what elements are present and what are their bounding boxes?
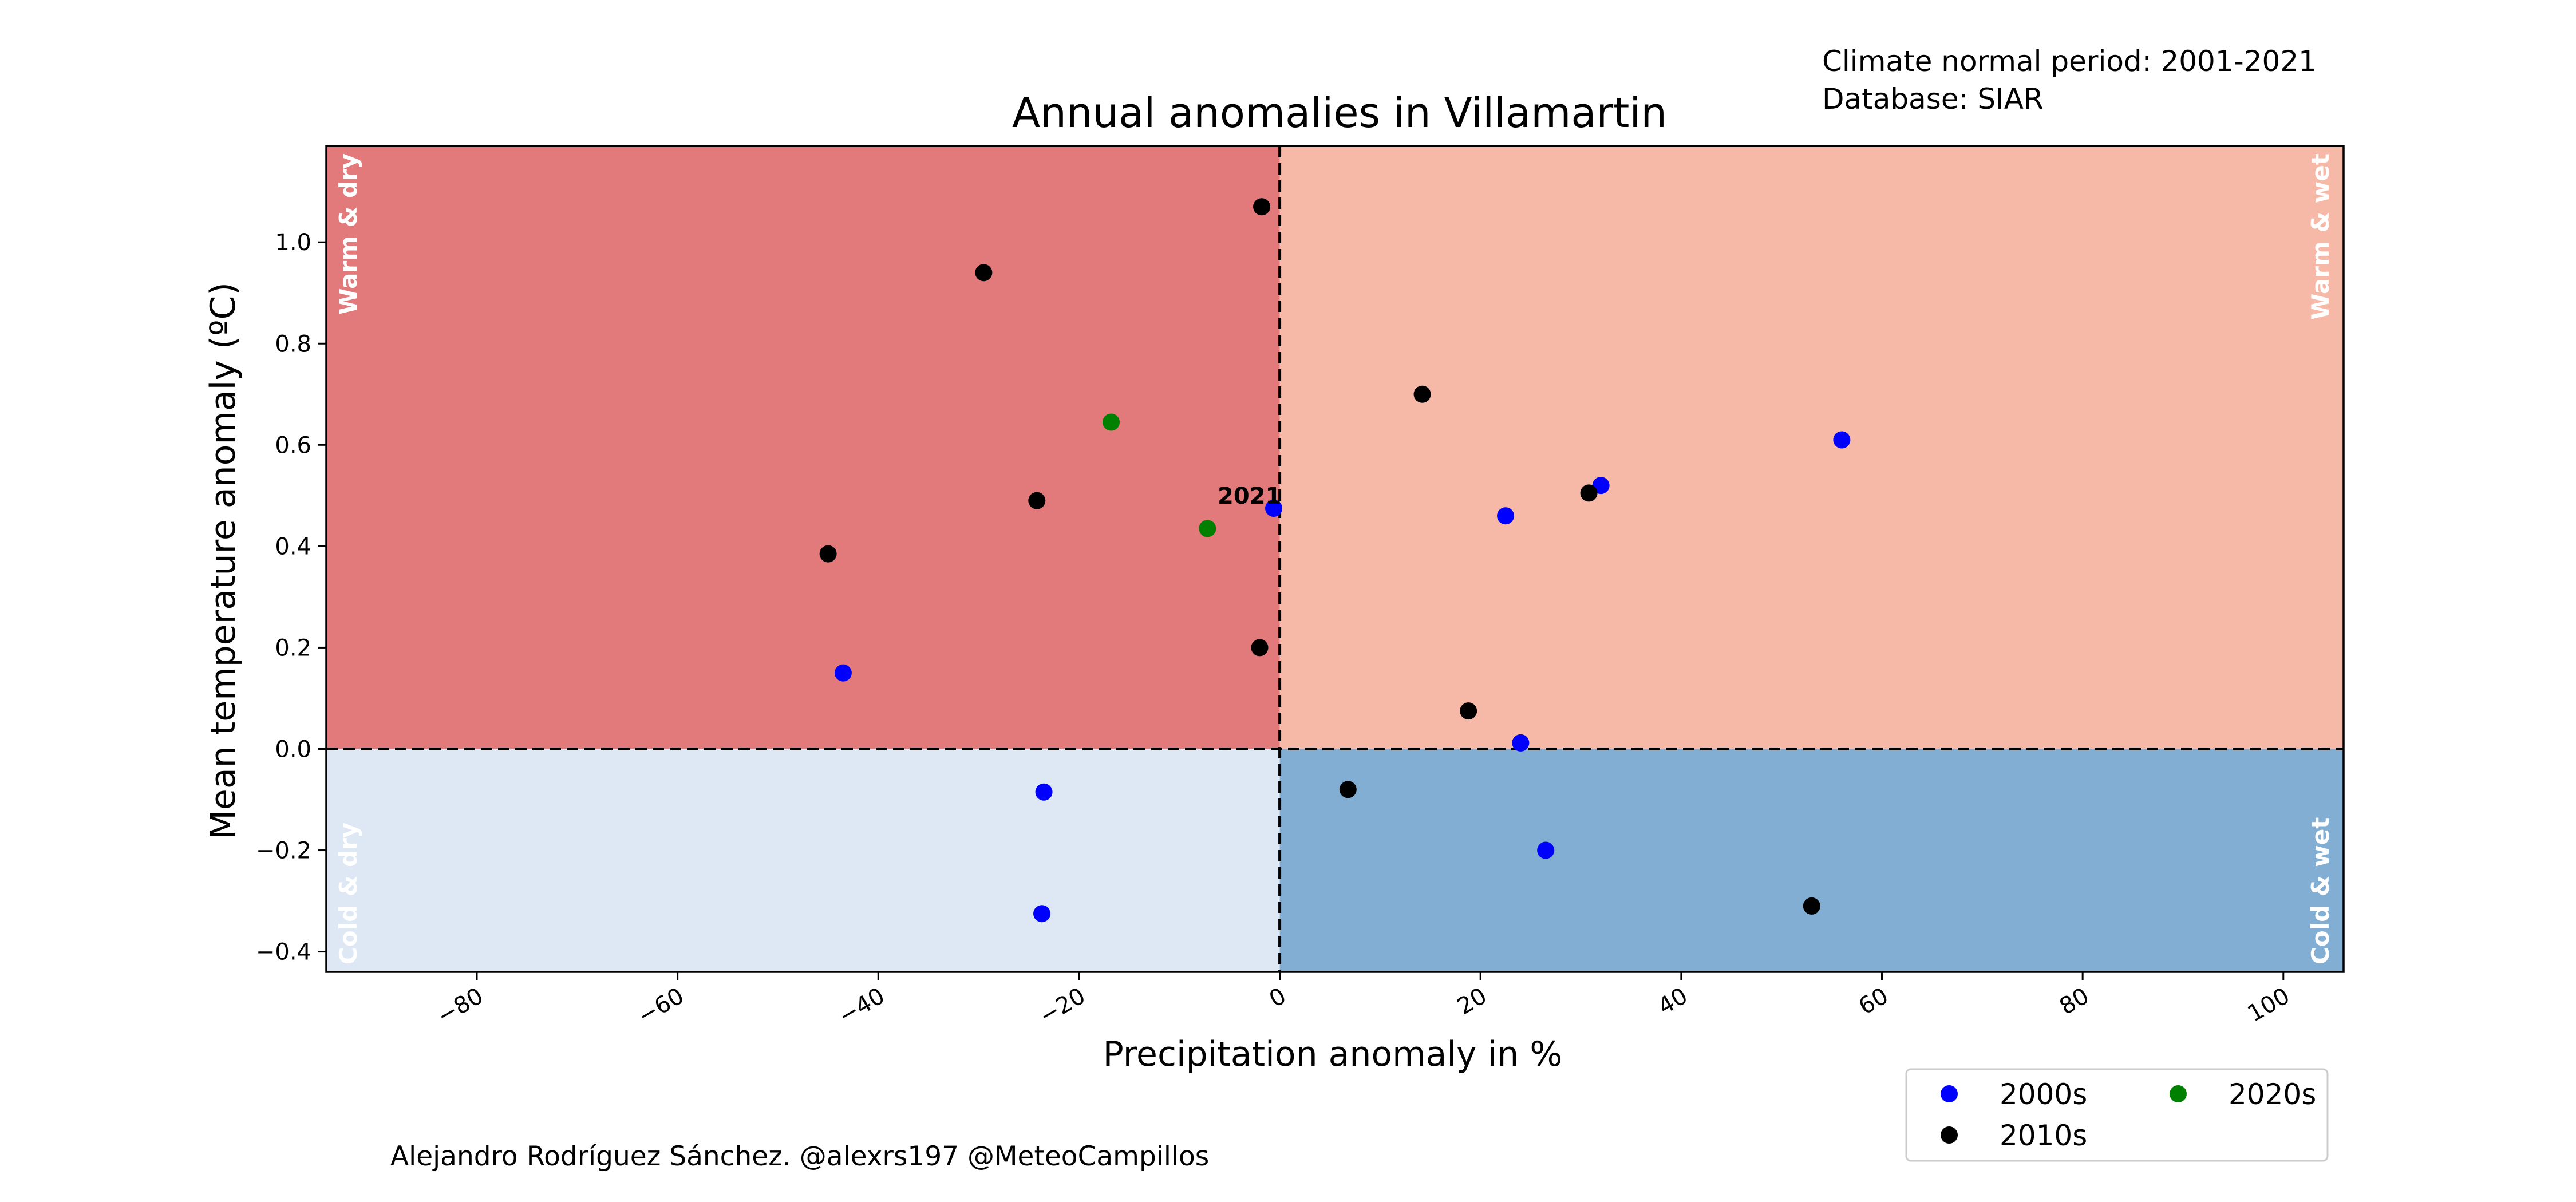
- highlight-label: 2021: [1218, 483, 1281, 509]
- legend-label-2010s: 2010s: [2000, 1119, 2087, 1152]
- quadrant-label-cold-dry: Cold & dry: [334, 823, 362, 964]
- point-2010s-4: [1251, 639, 1269, 657]
- x-tick-label-7: 60: [1854, 983, 1893, 1020]
- point-2010s-2: [1028, 492, 1046, 509]
- x-tick-label-5: 20: [1453, 983, 1491, 1020]
- y-tick-label-2: 0.0: [275, 736, 311, 762]
- x-tick-label-0: −80: [433, 983, 488, 1030]
- x-axis-label: Precipitation anomaly in %: [1103, 1034, 1563, 1074]
- point-2020s-1: [1199, 520, 1216, 537]
- y-tick-label-6: 0.8: [275, 331, 311, 357]
- quadrant-layer: Warm & dry Warm & wet Cold & dry Cold & wet: [326, 146, 2344, 972]
- quadrant-warm-wet: [1279, 146, 2344, 749]
- point-2010s-8: [1580, 484, 1598, 502]
- x-tick-label-6: 40: [1654, 983, 1692, 1020]
- point-2010s-3: [1253, 198, 1271, 216]
- x-tick-label-8: 80: [2055, 983, 2093, 1020]
- point-2000s-0: [834, 664, 852, 682]
- quadrant-warm-dry: [326, 146, 1280, 749]
- point-2000s-2: [1033, 905, 1051, 923]
- point-2000s-3: [1497, 507, 1515, 525]
- x-tick-label-4: 0: [1265, 983, 1291, 1013]
- data-points: 2021: [819, 198, 1851, 923]
- legend-marker-2020s: [2170, 1085, 2187, 1102]
- point-2000s-4: [1512, 734, 1530, 752]
- y-tick-label-7: 1.0: [275, 230, 311, 256]
- x-tick-label-9: 100: [2243, 983, 2294, 1027]
- point-2000s-1: [1035, 783, 1053, 801]
- quadrant-label-warm-dry: Warm & dry: [334, 153, 362, 315]
- point-2020s-0: [1103, 413, 1120, 431]
- legend-box: [1905, 1068, 2329, 1162]
- y-axis-label: Mean temperature anomaly (ºC): [203, 282, 243, 840]
- y-tick-label-1: −0.2: [256, 838, 311, 864]
- point-2000s-5: [1537, 841, 1555, 859]
- quadrant-cold-dry: [326, 749, 1280, 972]
- normal-period-note: Climate normal period: 2001-2021: [1822, 45, 2317, 78]
- point-highlight: [1265, 499, 1283, 517]
- quadrant-label-cold-wet: Cold & wet: [2306, 817, 2334, 964]
- plot-frame: [325, 145, 2345, 973]
- legend: 2000s 2010s 2020s: [1905, 1068, 2329, 1162]
- y-tick-label-0: −0.4: [256, 939, 311, 966]
- credit-text: Alejandro Rodríguez Sánchez. @alexrs197 …: [390, 1141, 1209, 1172]
- legend-label-2000s: 2000s: [2000, 1078, 2087, 1111]
- point-2010s-1: [975, 264, 993, 282]
- reference-lines: [326, 146, 2344, 972]
- point-2010s-5: [1339, 781, 1357, 798]
- point-2010s-9: [1803, 897, 1820, 915]
- legend-marker-2010s: [1941, 1126, 1958, 1144]
- point-2000s-7: [1833, 431, 1851, 449]
- x-tick-label-2: −40: [834, 983, 889, 1030]
- database-note: Database: SIAR: [1822, 82, 2044, 116]
- y-tick-label-4: 0.4: [275, 533, 311, 560]
- point-2010s-6: [1413, 385, 1431, 403]
- quadrant-cold-wet: [1279, 749, 2344, 972]
- x-tick-label-1: −60: [634, 983, 689, 1030]
- quadrant-label-warm-wet: Warm & wet: [2306, 153, 2334, 320]
- legend-marker-2000s: [1941, 1085, 1958, 1102]
- y-tick-label-3: 0.2: [275, 635, 311, 661]
- point-2010s-7: [1460, 702, 1477, 720]
- y-tick-label-5: 0.6: [275, 432, 311, 458]
- point-2010s-0: [819, 545, 837, 563]
- x-tick-label-3: −20: [1035, 983, 1090, 1030]
- legend-label-2020s: 2020s: [2229, 1078, 2316, 1111]
- chart-title: Annual anomalies in Villamartin: [1012, 89, 1667, 137]
